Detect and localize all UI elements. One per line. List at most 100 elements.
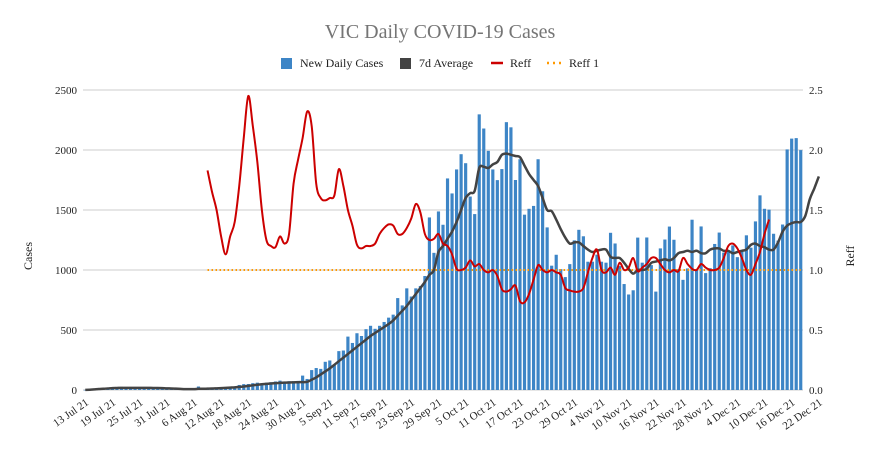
bar	[527, 208, 531, 390]
bar	[771, 233, 776, 390]
bar	[640, 262, 644, 390]
bar	[373, 328, 377, 390]
bar	[690, 219, 694, 390]
y2-tick-label: 0.5	[809, 325, 823, 337]
bar	[722, 252, 726, 390]
chart-title: VIC Daily COVID-19 Cases	[325, 21, 556, 43]
bar	[278, 380, 282, 390]
bar	[785, 149, 789, 390]
bar	[753, 221, 758, 390]
bar	[599, 261, 604, 390]
bar	[368, 325, 373, 390]
bar	[586, 261, 590, 390]
bar	[350, 342, 355, 390]
bar	[396, 298, 400, 390]
bar	[645, 237, 649, 390]
y2-tick-label: 0.0	[809, 385, 823, 397]
bar	[622, 284, 626, 390]
bar	[427, 217, 431, 390]
bar	[577, 229, 581, 390]
bar	[264, 382, 268, 390]
bar	[536, 159, 540, 390]
bar	[459, 154, 463, 390]
bar	[359, 336, 364, 390]
bar	[509, 127, 513, 390]
bar	[559, 269, 563, 390]
bar	[468, 196, 472, 390]
bar	[364, 329, 368, 390]
bar	[531, 205, 536, 390]
bar	[713, 243, 717, 390]
bar	[500, 169, 504, 390]
legend-swatch-avg	[400, 58, 411, 69]
bar	[581, 236, 585, 390]
bar	[563, 277, 567, 390]
bar	[658, 248, 662, 390]
bar	[382, 321, 386, 390]
bar	[282, 382, 287, 390]
bar	[740, 251, 744, 390]
bar	[568, 264, 572, 390]
bar	[328, 360, 332, 390]
bar	[332, 365, 336, 390]
y-tick-label: 2000	[55, 145, 78, 157]
bar	[518, 159, 522, 390]
bar	[464, 163, 468, 390]
bar	[550, 265, 554, 390]
bar	[744, 235, 748, 390]
bar	[319, 368, 323, 390]
bar	[473, 214, 477, 390]
legend-label-bars: New Daily Cases	[300, 56, 384, 70]
bar	[708, 268, 712, 390]
y2-tick-label: 2.5	[809, 85, 823, 97]
bar	[432, 252, 436, 390]
bar	[762, 208, 767, 390]
bar	[378, 325, 382, 390]
bar	[400, 305, 404, 390]
bar	[613, 243, 617, 390]
legend-label-reff1: Reff 1	[569, 56, 599, 70]
y2-axis-label: Reff	[843, 245, 857, 266]
bar	[414, 288, 418, 390]
avg-line	[85, 152, 821, 392]
bar	[450, 193, 454, 390]
bar	[735, 257, 739, 390]
bar	[83, 389, 87, 391]
y-tick-label: 2500	[55, 85, 78, 97]
bar	[491, 169, 495, 390]
bar	[631, 290, 635, 390]
bar	[260, 383, 264, 390]
bar	[541, 191, 545, 390]
y2-tick-label: 1.0	[809, 265, 823, 277]
bar	[636, 237, 640, 390]
y-axis-label: Cases	[21, 242, 35, 270]
reff-line	[206, 94, 770, 305]
bar	[436, 211, 441, 390]
bar	[695, 269, 699, 390]
y2-tick-label: 1.5	[809, 205, 823, 217]
bar	[767, 209, 771, 390]
bar	[794, 138, 798, 390]
bar	[423, 276, 427, 390]
bar	[731, 245, 735, 390]
bar	[418, 285, 422, 390]
bar	[504, 122, 508, 390]
bar	[667, 226, 671, 390]
bar	[482, 128, 486, 390]
bar	[699, 226, 703, 390]
bar	[681, 279, 685, 390]
y2-tick-label: 2.0	[809, 145, 823, 157]
bar	[749, 247, 753, 390]
bar	[391, 314, 395, 390]
bar	[595, 254, 599, 390]
bar	[654, 291, 658, 390]
bar	[685, 268, 690, 390]
bar	[291, 381, 296, 390]
bar	[346, 336, 350, 390]
bar	[717, 232, 721, 390]
bar	[255, 382, 259, 390]
y-tick-label: 500	[61, 325, 78, 337]
bar	[441, 224, 445, 390]
bar	[323, 361, 327, 390]
